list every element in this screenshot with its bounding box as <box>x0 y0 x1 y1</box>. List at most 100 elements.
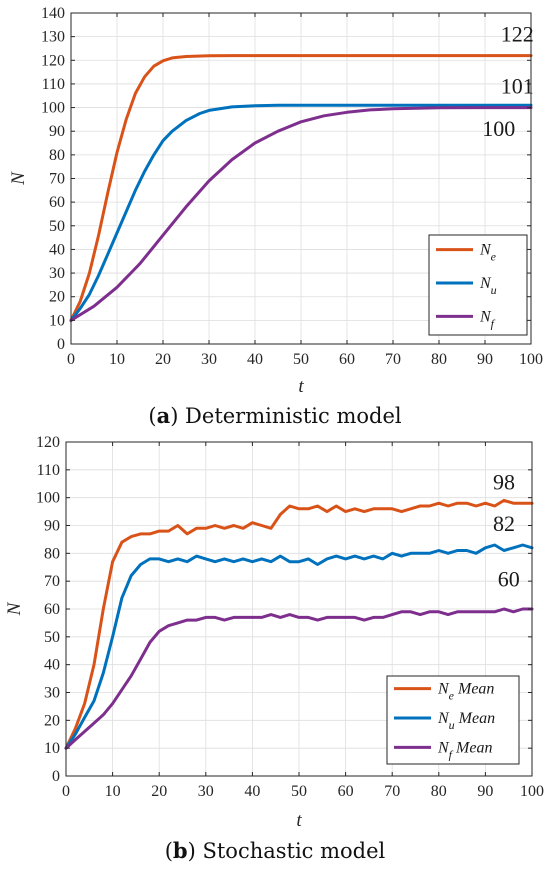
legend-label-subscript: e <box>449 689 455 703</box>
y-tick-label: 90 <box>49 123 65 140</box>
x-tick-label: 90 <box>477 783 493 800</box>
value-annotation: 60 <box>498 567 520 592</box>
x-tick-label: 100 <box>520 783 544 800</box>
x-tick-label: 60 <box>339 351 355 368</box>
y-tick-label: 70 <box>44 573 60 590</box>
x-tick-label: 30 <box>198 783 214 800</box>
caption-open-paren: ( <box>165 839 173 863</box>
series-line-e <box>69 54 533 322</box>
y-tick-label: 50 <box>49 218 65 235</box>
y-tick-label: 80 <box>49 147 65 164</box>
legend-label-main: N <box>479 275 492 292</box>
value-annotation: 98 <box>493 469 515 494</box>
value-annotation: 122 <box>501 21 534 46</box>
x-tick-label: 100 <box>519 351 543 368</box>
x-tick-label: 40 <box>244 783 260 800</box>
legend-label-main: N <box>437 710 450 727</box>
y-tick-label: 10 <box>44 740 60 757</box>
x-tick-label: 80 <box>431 783 447 800</box>
x-tick-label: 0 <box>67 351 75 368</box>
y-tick-label: 40 <box>44 657 60 674</box>
panel-caption: (a) Deterministic model <box>148 403 402 428</box>
legend-label-main: N <box>437 681 450 698</box>
y-axis-label: N <box>8 171 29 186</box>
panel-a-chart: 0 10 20 30 40 50 60 70 80 90 100 0 10 20 30 40 50 60 70 80 9… <box>8 5 543 428</box>
y-tick-label: 50 <box>44 629 60 646</box>
x-tick-label: 20 <box>155 351 171 368</box>
series-line-u <box>69 103 533 322</box>
caption-text: ) Stochastic model <box>188 839 386 863</box>
legend-label-main: N <box>479 308 492 325</box>
y-tick-label: 100 <box>36 490 60 507</box>
caption-panel-letter: a <box>157 403 171 428</box>
series-line-e <box>64 498 534 750</box>
x-tick-label: 50 <box>291 783 307 800</box>
y-tick-label: 0 <box>57 336 65 353</box>
x-tick-label: 90 <box>477 351 493 368</box>
y-tick-label: 60 <box>44 601 60 618</box>
x-tick-label: 70 <box>385 351 401 368</box>
y-tick-label: 10 <box>49 312 65 329</box>
legend-label-u: Nu <box>479 275 497 297</box>
x-tick-label: 70 <box>384 783 400 800</box>
y-tick-label: 130 <box>41 29 65 46</box>
y-tick-label: 120 <box>41 52 65 69</box>
x-axis-label: t <box>296 810 302 831</box>
y-tick-label: 0 <box>52 768 60 785</box>
y-tick-label: 100 <box>41 100 65 117</box>
x-tick-label: 10 <box>109 351 125 368</box>
series-line-f <box>64 607 534 750</box>
legend-label-suffix: Mean <box>455 710 495 727</box>
legend-label-main: N <box>437 739 450 756</box>
legend-label-subscript: u <box>491 283 497 297</box>
y-tick-label: 20 <box>44 712 60 729</box>
legend-box <box>428 234 528 336</box>
caption-panel-letter: b <box>173 838 188 863</box>
y-axis-label: N <box>4 601 25 616</box>
legend-label-e: Ne Mean <box>437 681 494 703</box>
y-tick-label: 60 <box>49 194 65 211</box>
legend-label-main: N <box>479 242 492 259</box>
x-tick-label: 10 <box>105 783 121 800</box>
y-tick-label: 30 <box>49 265 65 282</box>
series-line-f <box>69 106 533 322</box>
value-annotation: 82 <box>493 511 515 536</box>
x-tick-label: 50 <box>293 351 309 368</box>
value-annotation: 101 <box>501 73 534 98</box>
legend-label-subscript: f <box>491 316 496 330</box>
y-tick-label: 20 <box>49 289 65 306</box>
y-tick-label: 70 <box>49 171 65 188</box>
panel-caption: (b) Stochastic model <box>165 838 386 863</box>
legend-label-f: Nf Mean <box>437 739 492 761</box>
x-tick-label: 0 <box>62 783 70 800</box>
y-tick-label: 140 <box>41 5 65 22</box>
x-axis-label: t <box>298 376 304 397</box>
y-tick-label: 110 <box>37 462 60 479</box>
y-tick-label: 30 <box>44 685 60 702</box>
legend-label-suffix: Mean <box>452 739 492 756</box>
legend-box <box>386 675 520 765</box>
legend-label-u: Nu Mean <box>437 710 495 732</box>
y-tick-label: 40 <box>49 241 65 258</box>
y-tick-label: 110 <box>42 76 65 93</box>
legend-label-suffix: Mean <box>454 681 494 698</box>
x-tick-label: 60 <box>338 783 354 800</box>
legend-label-e: Ne <box>479 242 497 264</box>
x-tick-label: 40 <box>247 351 263 368</box>
caption-open-paren: ( <box>148 404 156 428</box>
x-tick-label: 30 <box>201 351 217 368</box>
value-annotation: 100 <box>482 116 515 141</box>
legend-label-f: Nf <box>479 308 496 330</box>
series-line-u <box>64 543 534 750</box>
y-tick-label: 120 <box>36 434 60 451</box>
x-tick-label: 80 <box>431 351 447 368</box>
y-tick-label: 80 <box>44 545 60 562</box>
legend-label-subscript: e <box>491 250 497 264</box>
caption-text: ) Deterministic model <box>170 404 402 428</box>
legend-label-subscript: f <box>449 747 454 761</box>
y-tick-label: 90 <box>44 518 60 535</box>
legend-label-subscript: u <box>449 718 455 732</box>
